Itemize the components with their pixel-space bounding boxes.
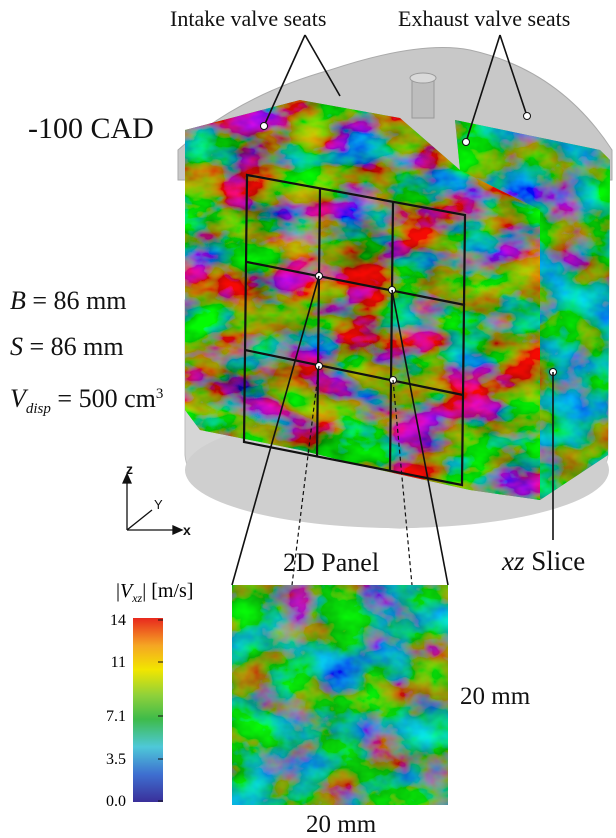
colorbar-ticks — [158, 619, 163, 802]
colorbar-title-subscript: xz — [132, 591, 143, 605]
slice-word: Slice — [531, 546, 586, 576]
valve-seat-marker — [260, 122, 268, 130]
colorbar-tick-label: 11 — [110, 654, 126, 671]
disp-symbol: V — [10, 384, 26, 413]
colorbar-title-open: | — [116, 580, 121, 602]
axis-y-label: Y — [154, 497, 163, 512]
bore-equation: B = 86 mm — [10, 288, 127, 314]
cad-label: -100 CAD — [28, 112, 154, 145]
axis-x-label: x — [183, 522, 191, 538]
stroke-equation: S = 86 mm — [10, 334, 124, 360]
colorbar-tick-label: 0.0 — [106, 793, 126, 810]
slice-axis: xz — [502, 546, 525, 576]
intake-label: Intake valve seats — [170, 6, 327, 31]
panel-grid — [242, 173, 467, 487]
disp-unit-power: 3 — [155, 386, 164, 402]
bore-symbol: B — [10, 286, 26, 315]
slice-label: xz Slice — [502, 548, 585, 575]
valve-seat-marker — [462, 138, 470, 146]
colorbar-tick-label: 14 — [110, 612, 126, 629]
valve-top — [409, 72, 437, 84]
valve-seat-markers — [260, 112, 557, 376]
stroke-value: = 86 — [29, 332, 77, 361]
colorbar-title: |Vxz| [m/s] — [116, 580, 193, 606]
disp-value: = 500 — [57, 384, 118, 413]
colorbar-title-symbol: V — [120, 580, 133, 602]
bore-value: = 86 — [32, 286, 80, 315]
dimension-vertical: 20 mm — [460, 683, 531, 710]
coordinate-axes — [121, 472, 184, 536]
colorbar — [133, 618, 163, 802]
dimension-horizontal: 20 mm — [306, 811, 377, 838]
valve-stem — [411, 77, 435, 119]
displacement-equation: Vdisp = 500 cm3 — [10, 386, 163, 417]
bore-unit: mm — [86, 286, 127, 315]
panel-label: 2D Panel — [283, 548, 380, 577]
stroke-unit: mm — [83, 332, 124, 361]
exhaust-label: Exhaust valve seats — [398, 6, 571, 31]
disp-unit: cm — [124, 384, 156, 413]
colorbar-tick-label: 7.1 — [106, 708, 126, 725]
valve-leader-lines — [263, 34, 528, 143]
valve-seat-marker — [523, 112, 531, 120]
zoom-lines — [231, 275, 449, 586]
colorbar-title-close: | [m/s] — [142, 580, 194, 602]
panel-zoom-image — [232, 585, 448, 805]
axis-z-label: z — [126, 461, 133, 477]
disp-subscript: disp — [25, 401, 51, 417]
colorbar-tick-label: 3.5 — [106, 751, 126, 768]
stroke-symbol: S — [10, 332, 23, 361]
